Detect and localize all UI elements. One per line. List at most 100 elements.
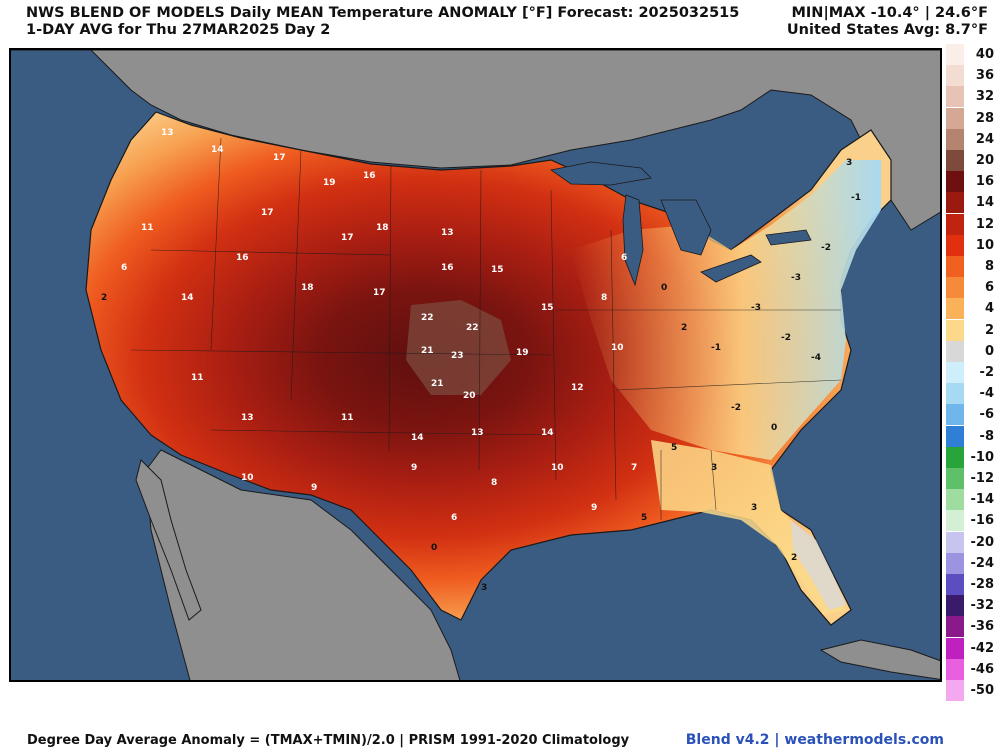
anomaly-value: 11 [341, 413, 354, 423]
legend-swatch [946, 340, 964, 362]
anomaly-value: 7 [631, 463, 637, 473]
legend-label: 4 [984, 301, 994, 317]
title-line-1: NWS BLEND OF MODELS Daily MEAN Temperatu… [26, 5, 740, 21]
legend-entry: 12 [946, 213, 996, 235]
anomaly-value: 5 [641, 513, 647, 523]
anomaly-value: 3 [481, 583, 487, 593]
legend-label: 0 [984, 343, 994, 359]
florida-gray [791, 520, 846, 610]
legend-label: 32 [975, 89, 994, 105]
anomaly-value: 6 [621, 253, 627, 263]
legend-label: 8 [984, 259, 994, 274]
legend-entry: -4 [946, 383, 996, 405]
legend-entry: 24 [946, 128, 996, 150]
plains-core [406, 300, 511, 395]
anomaly-value: 11 [191, 373, 204, 383]
anomaly-value: 14 [541, 428, 554, 438]
legend-entry: 36 [946, 65, 996, 87]
legend-label: -14 [970, 492, 995, 508]
legend-swatch [946, 65, 964, 87]
anomaly-value: 9 [411, 463, 417, 473]
lake-erie [700, 254, 762, 283]
legend-swatch [946, 44, 964, 65]
legend-entry: 6 [946, 277, 996, 299]
anomaly-value: 17 [273, 153, 286, 163]
southeast-neutral [651, 440, 846, 615]
legend-label: -36 [970, 619, 995, 635]
anomaly-value: 18 [376, 223, 389, 233]
legend-entry: 28 [946, 107, 996, 129]
legend-entry: -14 [946, 489, 996, 511]
legend-label: 24 [975, 131, 994, 147]
legend-swatch [946, 510, 964, 532]
legend-label: -46 [970, 661, 995, 677]
anomaly-value: 3 [846, 158, 852, 168]
anomaly-value: 2 [101, 293, 107, 303]
us-average-stat: United States Avg: 8.7°F [786, 22, 988, 38]
anomaly-value: 16 [236, 253, 249, 263]
legend-entry: -28 [946, 574, 996, 595]
cuba-land [819, 639, 940, 680]
anomaly-value: 6 [121, 263, 127, 273]
legend-label: -24 [970, 555, 995, 571]
legend-swatch [946, 171, 964, 193]
anomaly-value: 14 [411, 433, 424, 443]
anomaly-value: 10 [551, 463, 564, 473]
legend-swatch [946, 86, 964, 108]
anomaly-value: -1 [711, 343, 721, 353]
legend-swatch [946, 574, 964, 595]
anomaly-value: -3 [791, 273, 801, 283]
legend-entry: -36 [946, 616, 996, 638]
stats-block: MIN|MAX -10.4° | 24.6°F United States Av… [787, 5, 988, 39]
legend-label: 40 [975, 47, 994, 62]
legend-swatch [946, 658, 964, 680]
anomaly-value: 2 [681, 323, 687, 333]
legend-entry: 0 [946, 340, 996, 362]
min-max-stat: MIN|MAX -10.4° | 24.6°F [791, 5, 988, 21]
legend-swatch [946, 319, 964, 341]
anomaly-value: 0 [661, 283, 667, 293]
legend-label: 20 [975, 153, 994, 168]
title-line-2: 1-DAY AVG for Thu 27MAR2025 Day 2 [26, 22, 331, 38]
legend-label: -32 [970, 598, 995, 614]
legend-label: 10 [975, 237, 994, 253]
map-svg: 13 14 17 19 16 17 18 17 18 17 22 22 23 2… [11, 50, 940, 680]
legend-swatch [946, 552, 964, 574]
legend-entry: -50 [946, 680, 996, 701]
anomaly-value: 16 [441, 263, 454, 273]
anomaly-value: 13 [441, 228, 454, 238]
anomaly-value: 16 [363, 171, 376, 181]
anomaly-value: 14 [211, 145, 224, 155]
legend-swatch [946, 256, 964, 277]
legend-swatch [946, 404, 964, 426]
legend-swatch [946, 595, 964, 617]
baja-peninsula [135, 459, 202, 621]
anomaly-value: 10 [241, 473, 254, 483]
footer-formula: Degree Day Average Anomaly = (TMAX+TMIN)… [27, 733, 630, 748]
legend-swatch [946, 616, 964, 638]
anomaly-value: 8 [491, 478, 497, 488]
legend-entry: 8 [946, 256, 996, 277]
legend-label: -28 [970, 577, 995, 592]
anomaly-value: 0 [771, 423, 777, 433]
legend-label: -2 [979, 365, 994, 380]
legend-label: 12 [975, 216, 994, 232]
legend-entry: 2 [946, 319, 996, 341]
legend-entry: 4 [946, 298, 996, 320]
legend-entry: -20 [946, 531, 996, 553]
lake-huron [660, 199, 712, 256]
anomaly-value: 17 [373, 288, 386, 298]
legend-entry: -32 [946, 595, 996, 617]
legend-entry: -46 [946, 658, 996, 680]
legend-label: 2 [984, 322, 994, 338]
legend-swatch [946, 531, 964, 553]
anomaly-value: 5 [671, 443, 677, 453]
legend-entry: 40 [946, 44, 996, 65]
legend-swatch [946, 446, 964, 468]
anomaly-value: 9 [311, 483, 317, 493]
anomaly-value: 23 [451, 351, 464, 361]
anomaly-value: 19 [516, 348, 529, 358]
legend-entry: -6 [946, 404, 996, 426]
anomaly-value: -2 [731, 403, 741, 413]
legend-swatch [946, 468, 964, 489]
